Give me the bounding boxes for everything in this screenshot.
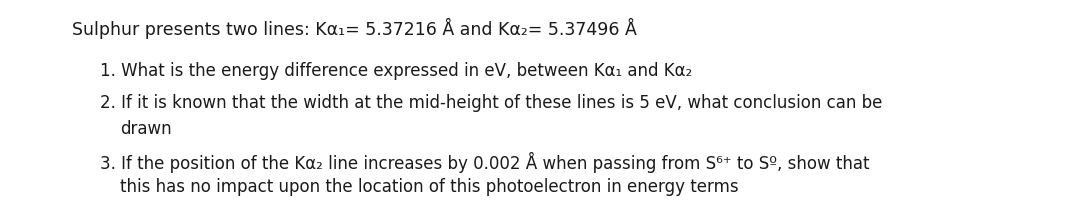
Text: this has no impact upon the location of this photoelectron in energy terms: this has no impact upon the location of …: [120, 178, 739, 196]
Text: 2. If it is known that the width at the mid-height of these lines is 5 eV, what : 2. If it is known that the width at the …: [100, 94, 882, 112]
Text: Sulphur presents two lines: Kα₁= 5.37216 Å and Kα₂= 5.37496 Å: Sulphur presents two lines: Kα₁= 5.37216…: [72, 18, 637, 39]
Text: 3. If the position of the Kα₂ line increases by 0.002 Å when passing from S⁶⁺ to: 3. If the position of the Kα₂ line incre…: [100, 152, 869, 173]
Text: drawn: drawn: [120, 120, 172, 138]
Text: 1. What is the energy difference expressed in eV, between Kα₁ and Kα₂: 1. What is the energy difference express…: [100, 62, 692, 80]
